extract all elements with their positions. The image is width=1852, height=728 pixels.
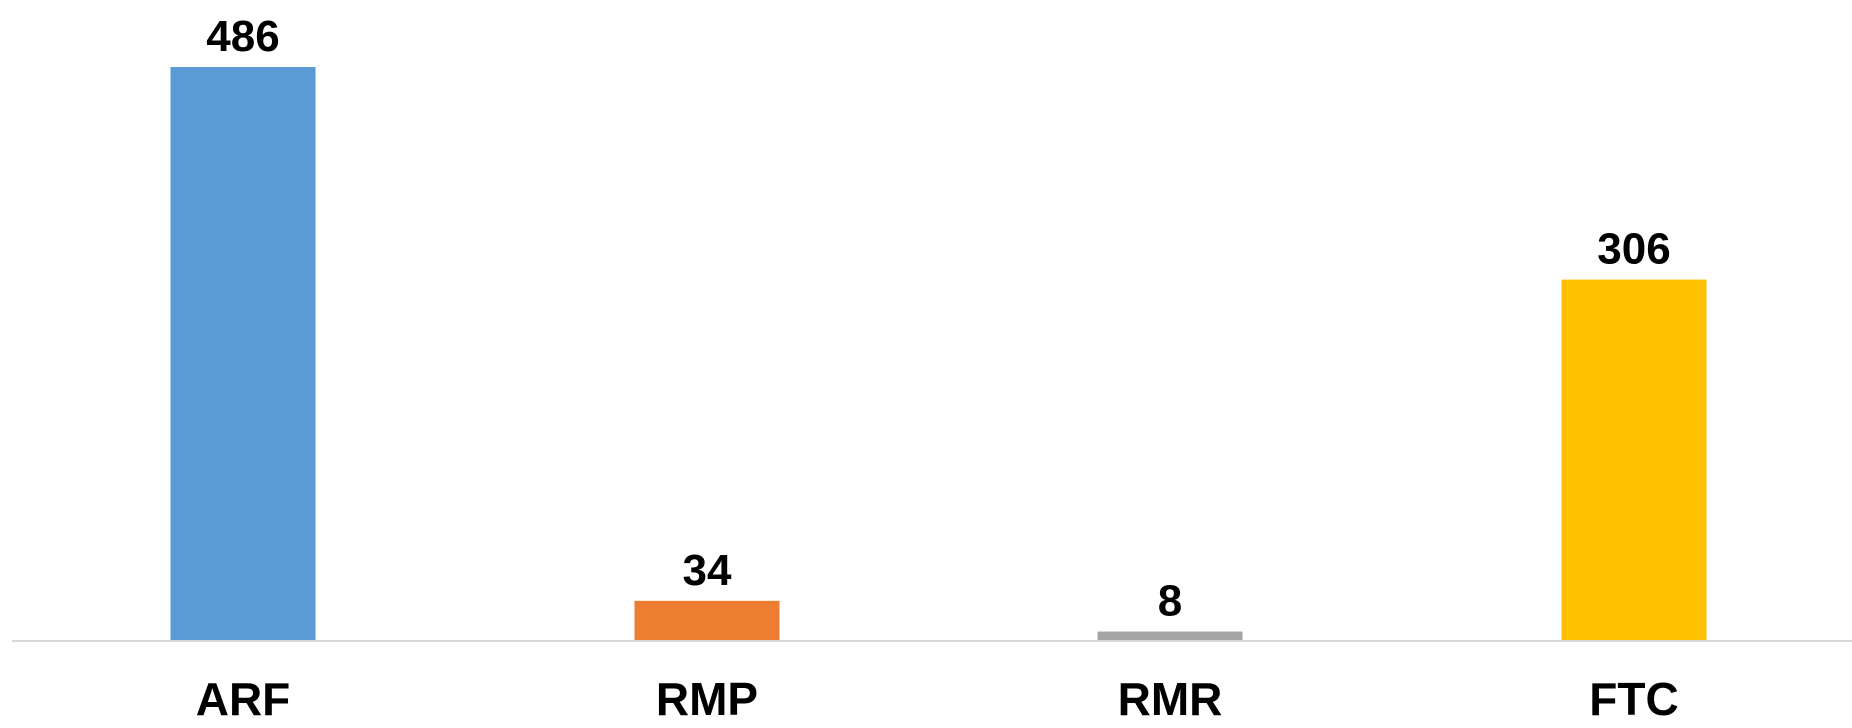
- value-label-rmr: 8: [1158, 577, 1182, 626]
- category-label-rmp: RMP: [656, 673, 758, 723]
- category-labels-layer: ARF RMP RMR FTC: [196, 673, 1679, 725]
- bar-rmr: [1097, 631, 1243, 641]
- bar-rmp: [634, 600, 780, 641]
- bar-ftc: [1561, 279, 1707, 641]
- value-label-arf: 486: [206, 12, 279, 61]
- category-label-ftc: FTC: [1589, 673, 1678, 723]
- bar-arf: [170, 67, 316, 641]
- value-label-ftc: 306: [1597, 225, 1670, 274]
- category-label-rmr: RMR: [1118, 673, 1223, 723]
- value-label-rmp: 34: [683, 546, 732, 595]
- category-label-arf: ARF: [196, 673, 291, 723]
- bars-layer: [170, 67, 1707, 641]
- value-labels-layer: 486 34 8 306: [206, 12, 1670, 626]
